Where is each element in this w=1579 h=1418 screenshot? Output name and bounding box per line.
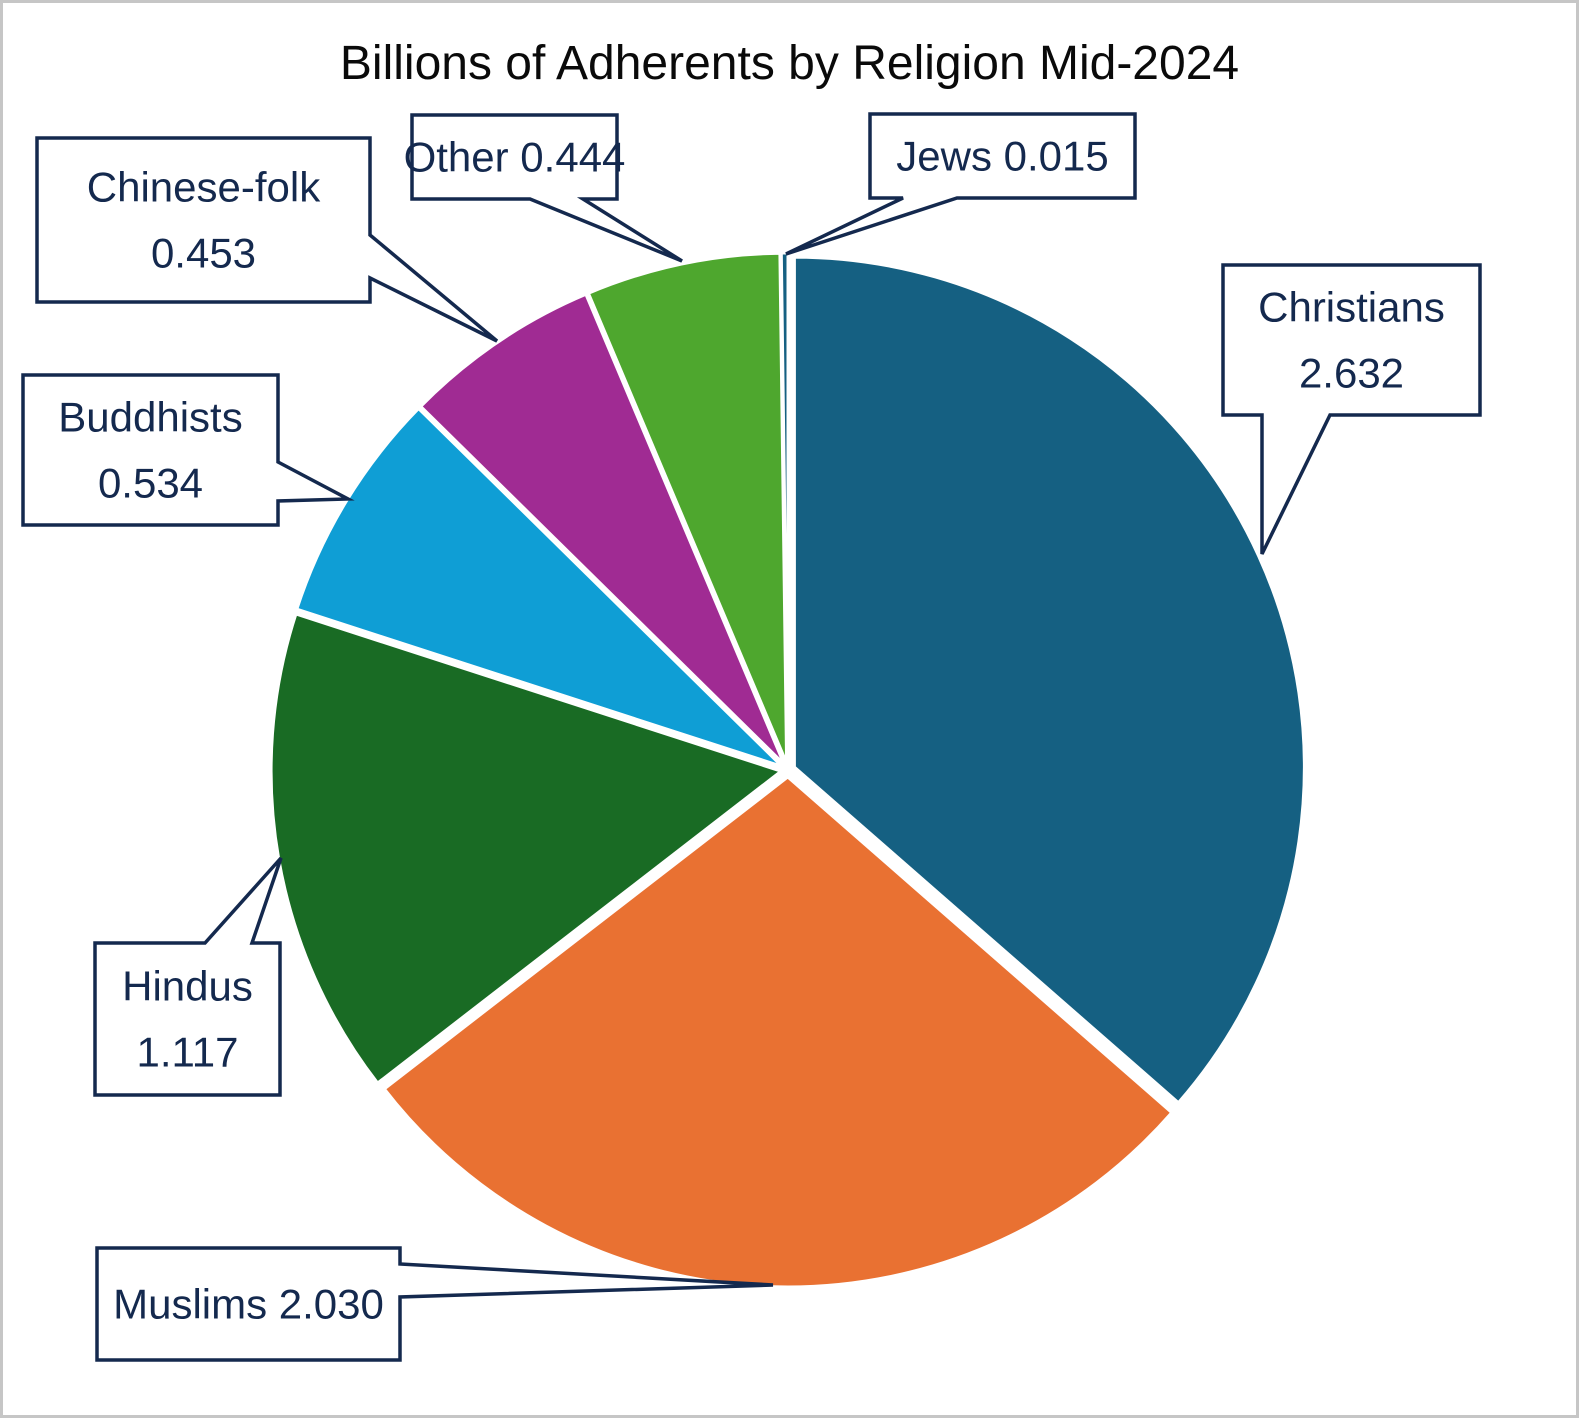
callout-hindus: Hindus 1.117 bbox=[93, 856, 283, 1097]
pie-slice-chinese-folk bbox=[419, 292, 786, 766]
callout-label-jews-line1: Jews 0.015 bbox=[896, 133, 1108, 180]
callout-label-christians-line1: Christians bbox=[1258, 284, 1445, 331]
callout-bubble-other bbox=[410, 113, 683, 263]
callout-label-hindus-line1: Hindus bbox=[122, 963, 253, 1010]
pie-slice-other bbox=[586, 251, 789, 765]
callout-label-chinese-folk-line2: 0.453 bbox=[151, 230, 256, 277]
callout-bubble-jews bbox=[785, 112, 1137, 256]
callout-bubble-hindus bbox=[93, 856, 283, 1097]
callout-label-chinese-folk-line1: Chinese-folk bbox=[87, 164, 321, 211]
callout-label-other-line1: Other 0.444 bbox=[404, 134, 626, 181]
callout-muslims: Muslims 2.030 bbox=[95, 1246, 774, 1362]
callout-bubble-muslims bbox=[95, 1246, 774, 1362]
callout-bubble-christians bbox=[1221, 263, 1482, 555]
callout-label-christians-line2: 2.632 bbox=[1299, 350, 1404, 397]
chart-title: Billions of Adherents by Religion Mid-20… bbox=[339, 37, 1240, 90]
callout-buddhists: Buddhists 0.534 bbox=[21, 373, 355, 527]
pie-slice-hindus bbox=[269, 612, 783, 1085]
callout-label-hindus-line2: 1.117 bbox=[137, 1029, 239, 1076]
callout-jews: Jews 0.015 bbox=[785, 112, 1137, 256]
callout-christians: Christians 2.632 bbox=[1221, 263, 1482, 555]
callout-other: Other 0.444 bbox=[404, 113, 683, 263]
pie-slice-buddhists bbox=[295, 407, 784, 768]
callout-bubble-chinese-folk bbox=[35, 136, 499, 343]
pie-slice-christians bbox=[792, 255, 1306, 1105]
callout-label-buddhists-line1: Buddhists bbox=[58, 394, 242, 441]
callout-bubble-buddhists bbox=[21, 373, 355, 527]
callout-chinese-folk: Chinese-folk 0.453 bbox=[35, 136, 499, 343]
callout-label-buddhists-line2: 0.534 bbox=[98, 460, 203, 507]
callout-label-muslims-line1: Muslims 2.030 bbox=[113, 1281, 384, 1328]
